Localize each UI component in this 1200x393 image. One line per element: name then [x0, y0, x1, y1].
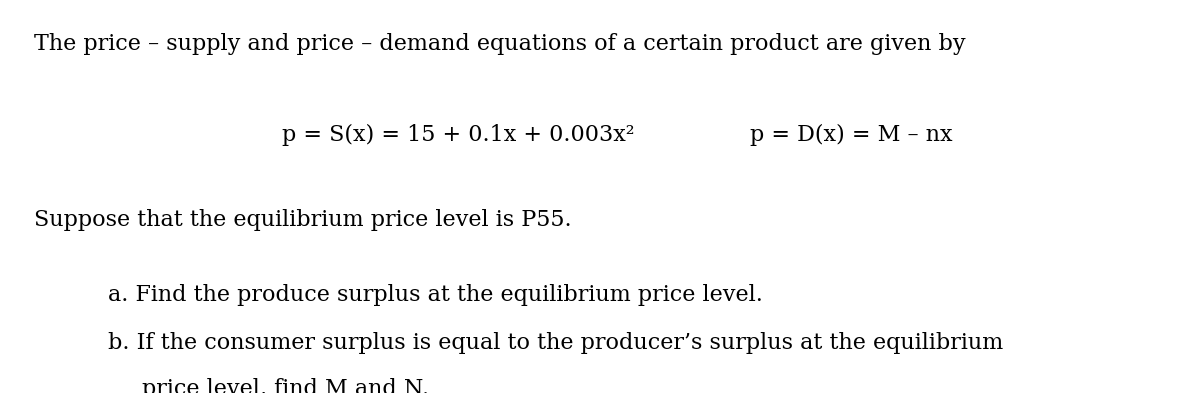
- Text: a. Find the produce surplus at the equilibrium price level.: a. Find the produce surplus at the equil…: [108, 284, 763, 306]
- Text: b. If the consumer surplus is equal to the producer’s surplus at the equilibrium: b. If the consumer surplus is equal to t…: [108, 332, 1003, 354]
- Text: price level, find M and N.: price level, find M and N.: [142, 378, 428, 393]
- Text: p = D(x) = M – nx: p = D(x) = M – nx: [750, 124, 953, 146]
- Text: The price – supply and price – demand equations of a certain product are given b: The price – supply and price – demand eq…: [34, 33, 965, 55]
- Text: p = S(x) = 15 + 0.1x + 0.003x²: p = S(x) = 15 + 0.1x + 0.003x²: [282, 124, 635, 146]
- Text: Suppose that the equilibrium price level is P55.: Suppose that the equilibrium price level…: [34, 209, 571, 231]
